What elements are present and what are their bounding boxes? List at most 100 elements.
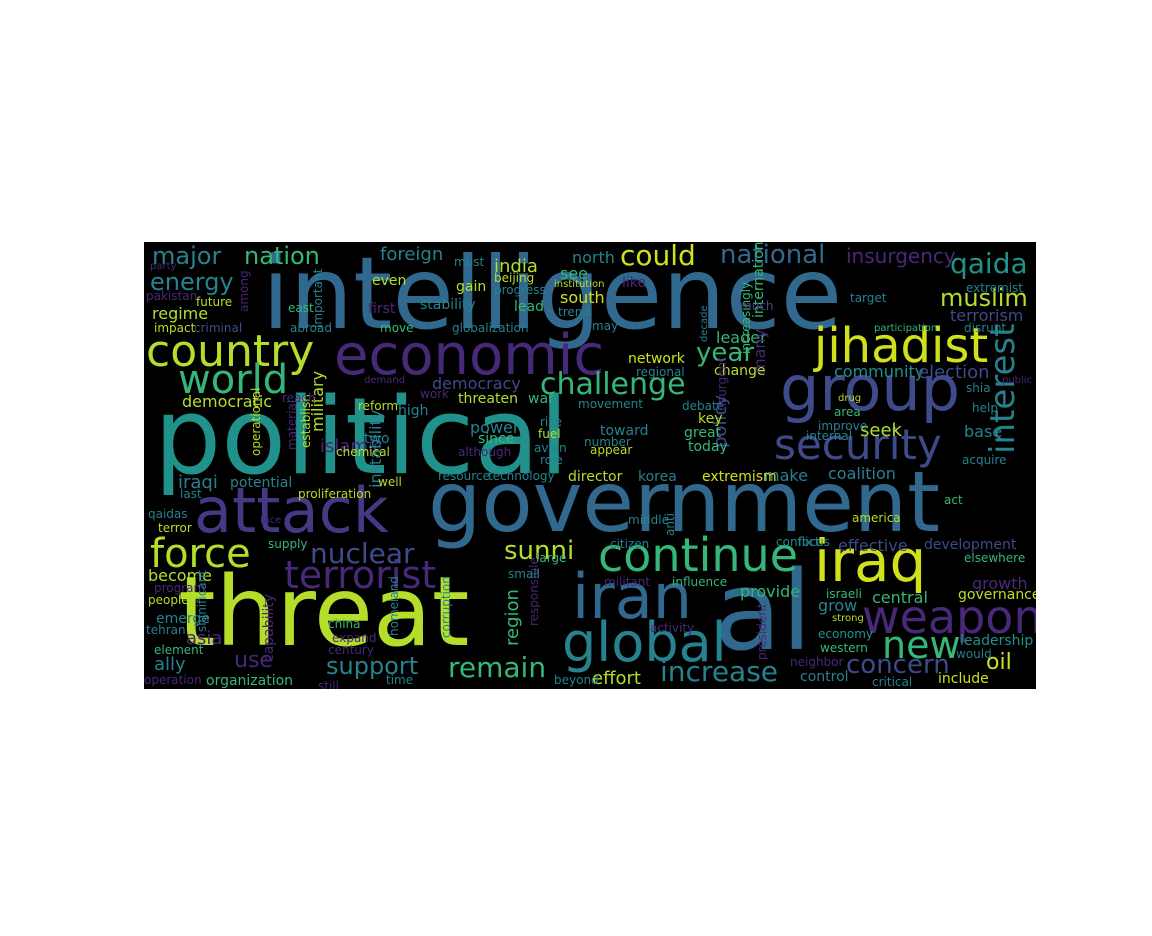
cloud-word-south: south xyxy=(560,288,605,307)
cloud-word-east: east xyxy=(288,301,314,315)
cloud-word-become: become xyxy=(148,566,213,585)
cloud-word-drug: drug xyxy=(838,393,862,404)
cloud-word-korea: korea xyxy=(638,469,677,485)
cloud-word-change: change xyxy=(714,363,766,379)
cloud-word-toward: toward xyxy=(600,423,649,439)
cloud-word-two: two xyxy=(364,431,390,447)
cloud-word-middle: middle xyxy=(628,513,669,527)
cloud-word-year: year xyxy=(696,338,755,368)
cloud-word-impact: impact xyxy=(154,321,196,335)
cloud-word-islamic: islamic xyxy=(320,436,383,457)
cloud-word-extremism: extremism xyxy=(702,469,777,485)
cloud-word-world: world xyxy=(178,357,289,403)
cloud-word-work: work xyxy=(420,387,450,401)
cloud-word-china: china xyxy=(328,617,361,631)
cloud-word-demand: demand xyxy=(364,375,406,386)
cloud-word-program: program xyxy=(154,581,206,595)
cloud-word-target: target xyxy=(850,291,887,305)
cloud-word-increasingly: increasingly xyxy=(739,281,753,354)
cloud-word-pakistan: pakistan xyxy=(146,289,198,303)
cloud-word-potential: potential xyxy=(230,475,293,491)
cloud-word-development: development xyxy=(924,537,1017,553)
cloud-word-nuclear: nuclear xyxy=(310,537,415,570)
cloud-word-globalization: globalization xyxy=(452,321,529,335)
cloud-word-operation: operation xyxy=(144,673,202,687)
cloud-word-governance: governance xyxy=(958,587,1036,603)
cloud-word-neighbor: neighbor xyxy=(790,655,844,669)
cloud-word-insurgent: insurgent xyxy=(715,357,729,414)
cloud-word-country: country xyxy=(146,326,315,377)
cloud-word-beijing: beijing xyxy=(494,271,535,285)
cloud-word-nation: nation xyxy=(244,242,320,270)
cloud-word-abroad: abroad xyxy=(290,321,332,335)
cloud-word-like: like xyxy=(622,275,647,291)
cloud-word-attack: attack xyxy=(194,474,389,547)
cloud-word-internal: internal xyxy=(806,429,853,443)
cloud-word-continue: continue xyxy=(598,528,799,582)
cloud-word-al: al xyxy=(714,547,812,675)
cloud-word-militant: militant xyxy=(604,575,651,589)
cloud-word-ally: ally xyxy=(154,654,186,675)
cloud-word-area: area xyxy=(834,405,861,419)
cloud-word-small: small xyxy=(508,567,540,581)
cloud-word-include: include xyxy=(938,671,989,687)
cloud-word-strong: strong xyxy=(832,613,864,624)
cloud-word-large: large xyxy=(536,551,567,565)
cloud-word-network: network xyxy=(628,351,685,367)
cloud-word-america: america xyxy=(852,511,901,525)
cloud-word-time: time xyxy=(386,673,414,687)
cloud-word-participation: participation xyxy=(874,323,938,334)
cloud-word-democratic: democratic xyxy=(182,392,273,411)
cloud-word-avian: avian xyxy=(534,441,567,455)
cloud-word-major: major xyxy=(152,242,222,270)
cloud-word-operational: operational xyxy=(249,387,263,456)
cloud-word-material: material xyxy=(285,399,299,450)
cloud-word-qaidas: qaidas xyxy=(148,507,188,521)
cloud-word-people: people xyxy=(148,593,189,607)
word-cloud: intelligence political threat government al e… xyxy=(144,242,1036,689)
cloud-word-asia: asia xyxy=(186,628,223,649)
cloud-word-movement: movement xyxy=(578,397,643,411)
cloud-word-great: great xyxy=(684,425,722,441)
cloud-word-disrupt: disrupt xyxy=(964,321,1007,335)
cloud-word-central: central xyxy=(872,588,928,607)
cloud-word-war: war xyxy=(528,391,554,407)
cloud-word-appear: appear xyxy=(590,443,633,457)
cloud-word-regional: regional xyxy=(636,365,685,379)
cloud-word-coalition: coalition xyxy=(828,464,896,483)
cloud-word-although: although xyxy=(458,445,512,459)
cloud-word-supply: supply xyxy=(268,537,308,551)
cloud-word-iran: iran xyxy=(572,560,693,633)
cloud-word-may: may xyxy=(592,319,619,333)
cloud-word-global: global xyxy=(562,611,727,674)
cloud-word-foreign: foreign xyxy=(380,244,444,265)
cloud-word-public: public xyxy=(1002,375,1033,386)
cloud-word-make: make xyxy=(764,466,808,485)
cloud-word-challenge: challenge xyxy=(540,367,686,402)
cloud-word-still: still xyxy=(318,679,339,689)
cloud-word-progress: progress xyxy=(494,283,546,297)
cloud-word-tehran: tehran xyxy=(146,623,186,637)
cloud-word-activity: activity xyxy=(650,621,695,635)
cloud-word-many: many xyxy=(750,329,769,374)
cloud-word-debate: debate xyxy=(682,399,725,413)
cloud-word-seek: seek xyxy=(860,420,902,441)
cloud-word-national: national xyxy=(720,242,826,270)
cloud-word-force: force xyxy=(150,531,251,577)
cloud-word-oil: oil xyxy=(986,650,1012,675)
cloud-word-grow: grow xyxy=(818,596,858,615)
cloud-word-community: community xyxy=(834,362,925,381)
cloud-word-president: president xyxy=(755,603,769,660)
cloud-word-chemical: chemical xyxy=(336,445,390,459)
cloud-word-threaten: threaten xyxy=(458,391,518,407)
cloud-word-gain: gain xyxy=(456,279,487,295)
cloud-word-key: key xyxy=(698,411,723,427)
cloud-word-leader: leader xyxy=(716,328,767,347)
cloud-word-could: could xyxy=(620,242,696,272)
cloud-word-use: use xyxy=(234,648,273,673)
cloud-word-terrorism: terrorism xyxy=(950,306,1024,325)
cloud-word-face: face xyxy=(260,515,282,526)
cloud-word-economic: economic xyxy=(334,323,605,388)
cloud-word-elsewhere: elsewhere xyxy=(964,551,1026,565)
cloud-word-number: number xyxy=(584,435,631,449)
